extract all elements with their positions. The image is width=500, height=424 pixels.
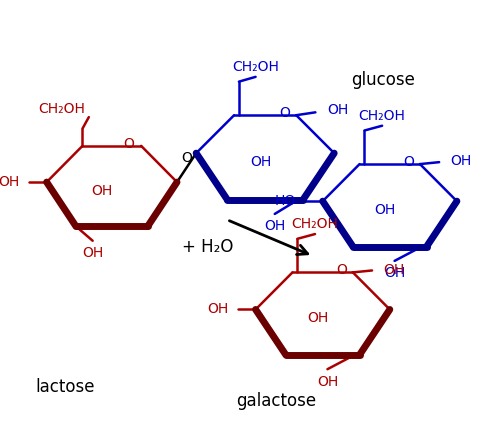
Text: OH: OH bbox=[384, 262, 405, 276]
Text: + H₂O: + H₂O bbox=[182, 237, 234, 256]
Text: OH: OH bbox=[384, 266, 405, 280]
Text: lactose: lactose bbox=[35, 378, 94, 396]
Text: O: O bbox=[404, 155, 414, 169]
Text: CH₂OH: CH₂OH bbox=[232, 60, 279, 74]
Text: OH: OH bbox=[92, 184, 113, 198]
Text: OH: OH bbox=[82, 246, 104, 260]
Text: OH: OH bbox=[374, 203, 396, 217]
Text: OH: OH bbox=[0, 175, 20, 189]
Text: CH₂OH: CH₂OH bbox=[38, 103, 86, 117]
Text: CH₂OH: CH₂OH bbox=[358, 109, 406, 123]
Text: galactose: galactose bbox=[236, 392, 316, 410]
Text: glucose: glucose bbox=[352, 71, 416, 89]
Text: O: O bbox=[336, 263, 347, 277]
Text: OH: OH bbox=[327, 103, 348, 117]
Text: OH: OH bbox=[264, 219, 285, 233]
Text: HO: HO bbox=[274, 194, 296, 208]
Text: O: O bbox=[279, 106, 290, 120]
Text: O: O bbox=[181, 151, 192, 165]
Text: CH₂OH: CH₂OH bbox=[292, 218, 339, 232]
Text: OH: OH bbox=[450, 154, 472, 168]
Text: OH: OH bbox=[308, 311, 328, 325]
Text: O: O bbox=[124, 137, 134, 151]
Text: OH: OH bbox=[208, 302, 229, 316]
Text: OH: OH bbox=[250, 155, 271, 169]
Text: OH: OH bbox=[317, 375, 338, 389]
